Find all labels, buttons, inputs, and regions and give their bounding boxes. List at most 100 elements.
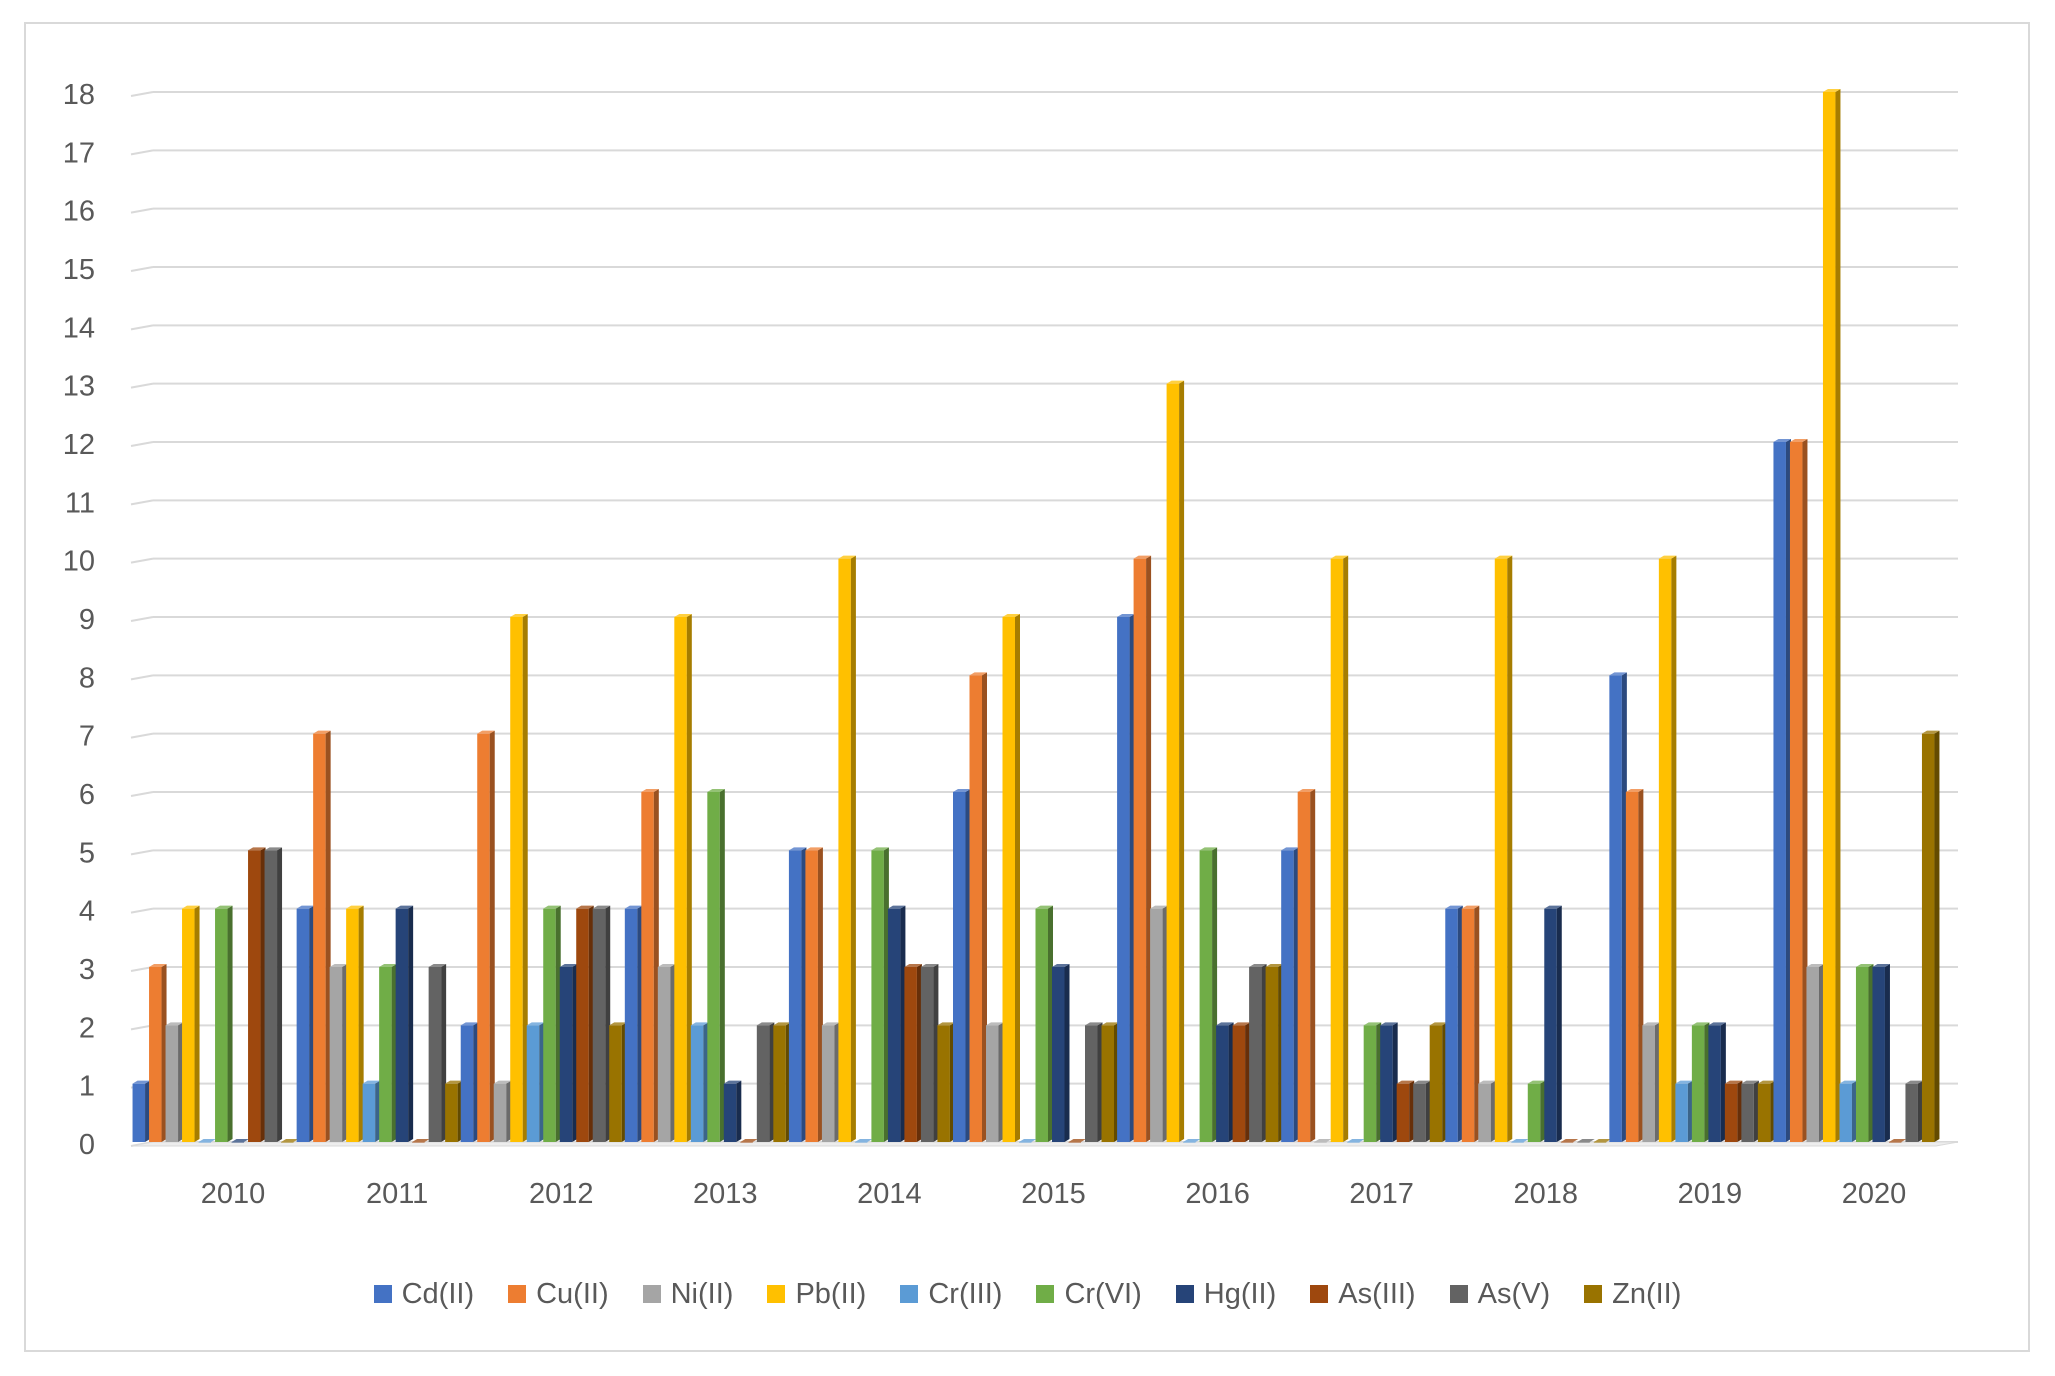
bar [1085, 1022, 1103, 1142]
bar [937, 1022, 955, 1142]
bar [313, 730, 331, 1142]
bar-front [1101, 1025, 1114, 1142]
legend-label: As(III) [1338, 1277, 1416, 1310]
bar [1052, 964, 1070, 1142]
bar-front [1872, 967, 1885, 1142]
gridline-depth [130, 907, 154, 914]
bar-front [805, 850, 818, 1142]
bar-front [215, 908, 228, 1142]
bar-front [773, 1025, 786, 1142]
bar [1150, 905, 1168, 1142]
bar-side [1540, 1080, 1546, 1142]
bar-front [1773, 442, 1786, 1142]
bar-front [428, 967, 442, 1142]
bar-side [408, 905, 414, 1142]
bar-front [1921, 733, 1935, 1142]
bar [1494, 555, 1513, 1142]
bar-top [1921, 730, 1940, 734]
bar-top [445, 1080, 463, 1084]
bar [1413, 1080, 1431, 1142]
bar-top [559, 964, 578, 967]
bar-side [1490, 1080, 1496, 1142]
bar [149, 964, 167, 1142]
y-tick-label: 5 [79, 837, 95, 869]
bar-top [1478, 1080, 1496, 1084]
bar-side [817, 847, 823, 1142]
bar-side [1245, 1022, 1251, 1142]
bar-front [198, 1142, 212, 1143]
legend-label: Ni(II) [670, 1277, 734, 1310]
gridline-depth [130, 499, 154, 506]
bar-front [281, 1142, 294, 1143]
legend-swatch [1036, 1285, 1055, 1303]
bar-front [1839, 1083, 1852, 1142]
bar-side [391, 964, 397, 1142]
bar-side [1179, 380, 1185, 1143]
bar-front [526, 1025, 540, 1142]
bar-front [395, 908, 409, 1142]
bar-side [637, 905, 643, 1142]
bar-top [740, 1139, 758, 1142]
bar-front [559, 967, 573, 1142]
x-tick-label: 2012 [529, 1178, 594, 1210]
bar-top [1380, 1022, 1398, 1026]
bar-top [887, 905, 906, 909]
bar [674, 614, 692, 1142]
bar-top [248, 847, 266, 851]
bar-front [953, 792, 966, 1142]
bar-top [1232, 1022, 1251, 1026]
bar-top [1183, 1139, 1201, 1142]
bar-side [933, 964, 939, 1142]
bar [1593, 1139, 1612, 1143]
bar-front [313, 733, 326, 1142]
bar-side [1048, 905, 1053, 1142]
bar [1035, 905, 1053, 1142]
bar [1888, 1139, 1907, 1143]
bar [641, 789, 659, 1142]
bar [526, 1022, 545, 1142]
y-tick-label: 15 [63, 254, 95, 286]
bar-side [145, 1080, 151, 1142]
bar-front [904, 967, 917, 1142]
bar-front [821, 1025, 835, 1142]
bar-front [1642, 1025, 1655, 1142]
bar-top [1281, 847, 1299, 851]
bar-top [1363, 1022, 1382, 1026]
bar-top [1297, 789, 1316, 792]
legend-swatch [900, 1285, 919, 1303]
bar-side [1425, 1080, 1431, 1142]
bar-top [362, 1080, 381, 1084]
bar-top [723, 1080, 742, 1084]
y-tick-label: 7 [79, 721, 95, 753]
bar-top [460, 1022, 479, 1026]
x-tick-label: 2018 [1514, 1178, 1579, 1210]
bar [1789, 439, 1808, 1142]
bar-front [165, 1025, 179, 1142]
bar-top [165, 1022, 184, 1026]
bar [1068, 1139, 1086, 1143]
bar [362, 1080, 381, 1142]
bar [231, 1139, 250, 1143]
bar [477, 730, 495, 1142]
bar-top [1511, 1139, 1529, 1142]
bar-side [965, 789, 971, 1142]
bar-front [756, 1025, 770, 1142]
bar-side [342, 964, 348, 1142]
bar [1314, 1139, 1332, 1143]
bar [1527, 1080, 1546, 1142]
bar-side [1376, 1022, 1382, 1142]
bar [1166, 380, 1185, 1143]
gridline-depth [130, 382, 154, 389]
bar-front [1888, 1142, 1902, 1143]
bar-front [1708, 1025, 1721, 1142]
bar-top [296, 905, 315, 909]
bar [428, 964, 447, 1142]
bar-side [1146, 555, 1152, 1142]
bar-side [277, 847, 283, 1142]
bar-top [1052, 964, 1070, 967]
bar-side [1737, 1080, 1743, 1142]
bar [1117, 614, 1135, 1142]
bar-front [1806, 967, 1819, 1142]
bar-top [1658, 555, 1677, 559]
bar-front [1757, 1083, 1771, 1142]
